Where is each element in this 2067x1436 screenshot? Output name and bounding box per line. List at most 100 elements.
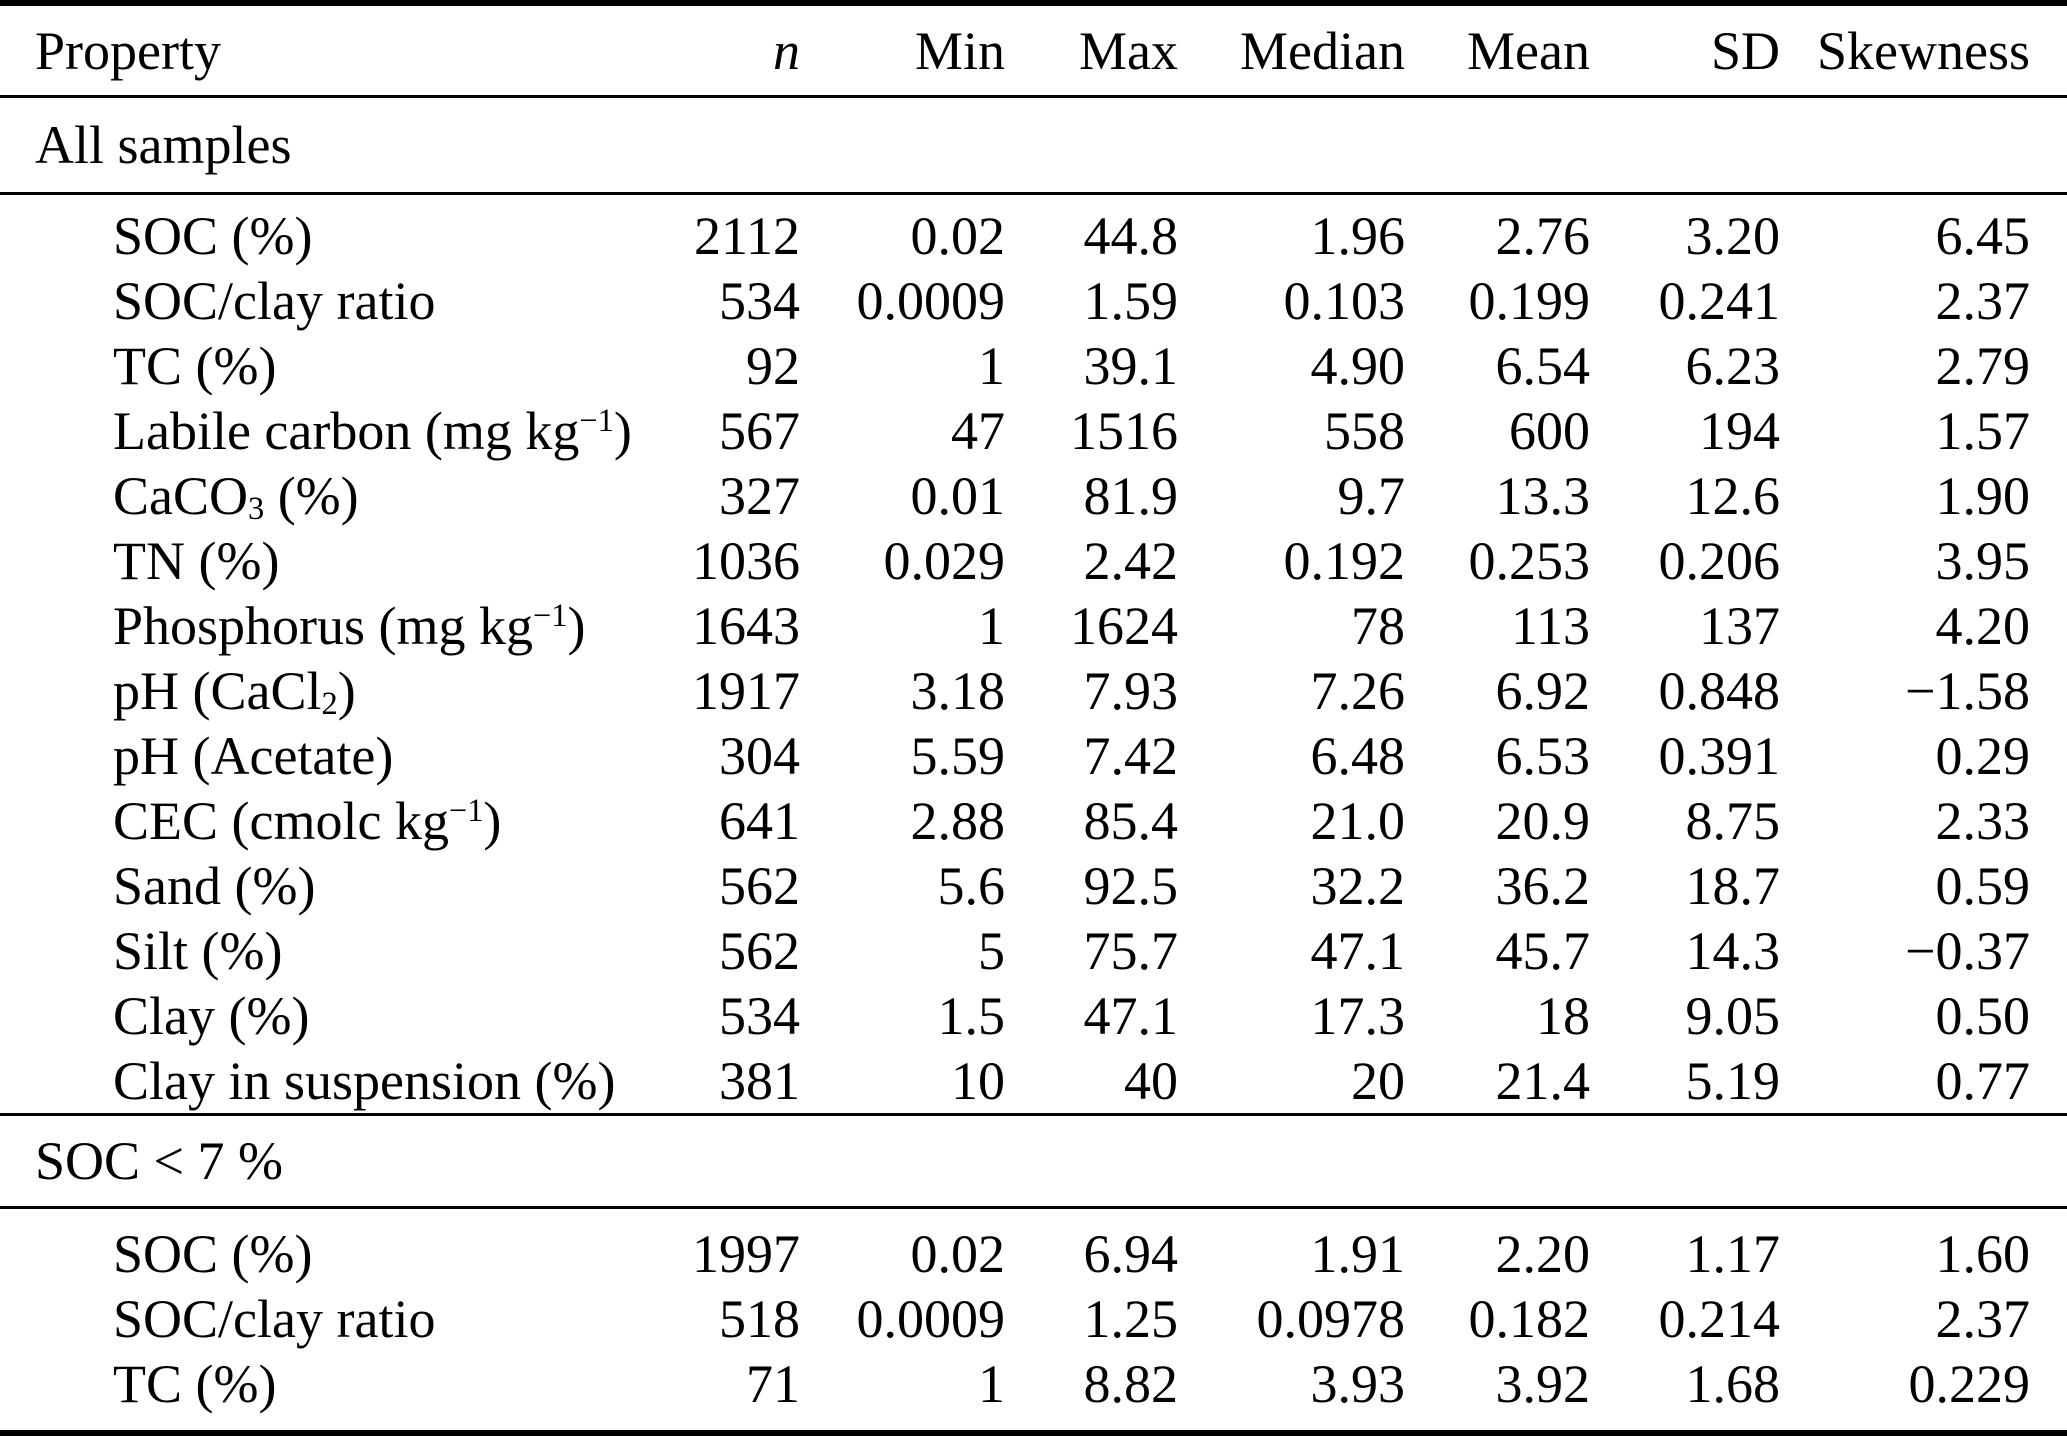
property-cell: Silt (%) bbox=[113, 920, 283, 981]
cell-mean: 0.182 bbox=[1468, 1288, 1591, 1349]
cell-n: 567 bbox=[719, 400, 800, 461]
cell-n: 381 bbox=[719, 1050, 800, 1111]
cell-min: 5.59 bbox=[910, 725, 1006, 786]
cell-max: 1.25 bbox=[1083, 1288, 1179, 1349]
table-row: Phosphorus (mg kg−1) 1643 1 1624 78 113 137 4.2… bbox=[0, 593, 2067, 658]
cell-min: 1 bbox=[978, 1353, 1005, 1414]
property-cell: Clay in suspension (%) bbox=[113, 1050, 616, 1111]
table-row: CEC (cmolc kg−1) 641 2.88 85.4 21.0 20.9 8.75 2… bbox=[0, 788, 2067, 853]
cell-max: 2.42 bbox=[1083, 530, 1179, 591]
cell-sd: 0.206 bbox=[1658, 530, 1781, 591]
subscript: 2 bbox=[321, 686, 338, 723]
cell-mean: 6.54 bbox=[1495, 335, 1591, 396]
cell-min: 2.88 bbox=[910, 790, 1006, 851]
cell-median: 21.0 bbox=[1310, 790, 1406, 851]
table-row: TC (%) 92 1 39.1 4.90 6.54 6.23 2.79 bbox=[0, 333, 2067, 398]
cell-min: 3.18 bbox=[910, 660, 1006, 721]
cell-skewness: 0.29 bbox=[1935, 725, 2031, 786]
cell-median: 0.103 bbox=[1283, 270, 1406, 331]
cell-median: 0.192 bbox=[1283, 530, 1406, 591]
cell-max: 1516 bbox=[1070, 400, 1178, 461]
cell-median: 558 bbox=[1324, 400, 1405, 461]
cell-min: 0.02 bbox=[910, 205, 1006, 266]
cell-median: 32.2 bbox=[1310, 855, 1406, 916]
cell-skewness: −1.58 bbox=[1905, 660, 2030, 721]
section-header-all-samples: All samples bbox=[35, 115, 292, 175]
cell-n: 1997 bbox=[692, 1223, 800, 1284]
table-row: pH (CaCl2) 1917 3.18 7.93 7.26 6.92 0.848 −1.58 bbox=[0, 658, 2067, 723]
cell-median: 47.1 bbox=[1310, 920, 1406, 981]
cell-min: 0.02 bbox=[910, 1223, 1006, 1284]
cell-max: 8.82 bbox=[1083, 1353, 1179, 1414]
cell-skewness: 6.45 bbox=[1935, 205, 2031, 266]
cell-skewness: 4.20 bbox=[1935, 595, 2031, 656]
cell-n: 1036 bbox=[692, 530, 800, 591]
cell-skewness: 3.95 bbox=[1935, 530, 2031, 591]
cell-median: 7.26 bbox=[1310, 660, 1406, 721]
cell-n: 304 bbox=[719, 725, 800, 786]
cell-min: 0.0009 bbox=[856, 270, 1006, 331]
property-cell: SOC/clay ratio bbox=[113, 270, 436, 331]
cell-sd: 1.17 bbox=[1685, 1223, 1781, 1284]
property-cell: TN (%) bbox=[113, 530, 280, 591]
cell-sd: 194 bbox=[1699, 400, 1780, 461]
cell-mean: 3.92 bbox=[1495, 1353, 1591, 1414]
cell-max: 47.1 bbox=[1083, 985, 1179, 1046]
cell-max: 1624 bbox=[1070, 595, 1178, 656]
section-rule bbox=[0, 192, 2067, 195]
cell-median: 20 bbox=[1351, 1050, 1405, 1111]
cell-max: 1.59 bbox=[1083, 270, 1179, 331]
cell-mean: 6.53 bbox=[1495, 725, 1591, 786]
header-rule bbox=[0, 95, 2067, 98]
table-row: SOC (%) 1997 0.02 6.94 1.91 2.20 1.17 1.60 bbox=[0, 1221, 2067, 1286]
superscript: −1 bbox=[533, 597, 568, 634]
table-row: CaCO3 (%) 327 0.01 81.9 9.7 13.3 12.6 1.90 bbox=[0, 463, 2067, 528]
cell-skewness: 0.77 bbox=[1935, 1050, 2031, 1111]
cell-sd: 0.848 bbox=[1658, 660, 1781, 721]
cell-max: 85.4 bbox=[1083, 790, 1179, 851]
cell-median: 3.93 bbox=[1310, 1353, 1406, 1414]
cell-median: 1.91 bbox=[1310, 1223, 1406, 1284]
cell-skewness: 0.59 bbox=[1935, 855, 2031, 916]
subscript: 3 bbox=[248, 491, 265, 528]
cell-max: 75.7 bbox=[1083, 920, 1179, 981]
cell-mean: 2.20 bbox=[1495, 1223, 1591, 1284]
table-row: pH (Acetate) 304 5.59 7.42 6.48 6.53 0.391 0.29 bbox=[0, 723, 2067, 788]
column-header-median: Median bbox=[1240, 20, 1405, 81]
bottom-rule bbox=[0, 1430, 2067, 1436]
table-row: SOC (%) 2112 0.02 44.8 1.96 2.76 3.20 6.45 bbox=[0, 203, 2067, 268]
column-header-sd: SD bbox=[1710, 20, 1780, 81]
cell-sd: 6.23 bbox=[1685, 335, 1781, 396]
table-row: Labile carbon (mg kg−1) 567 47 1516 558 600 19… bbox=[0, 398, 2067, 463]
cell-mean: 113 bbox=[1511, 595, 1590, 656]
table-row: SOC/clay ratio 534 0.0009 1.59 0.103 0.199 0.2… bbox=[0, 268, 2067, 333]
property-cell: Phosphorus (mg kg−1) bbox=[113, 595, 586, 656]
cell-n: 2112 bbox=[694, 205, 800, 266]
cell-skewness: 1.60 bbox=[1935, 1223, 2031, 1284]
cell-mean: 36.2 bbox=[1495, 855, 1591, 916]
cell-skewness: 2.79 bbox=[1935, 335, 2031, 396]
cell-min: 1 bbox=[978, 335, 1005, 396]
table-row: Sand (%) 562 5.6 92.5 32.2 36.2 18.7 0.59 bbox=[0, 853, 2067, 918]
section-rule bbox=[0, 1113, 2067, 1116]
property-cell: SOC/clay ratio bbox=[113, 1288, 436, 1349]
section-header-soc-lt-7: SOC < 7 % bbox=[35, 1131, 283, 1191]
cell-skewness: 1.90 bbox=[1935, 465, 2031, 526]
table-header-row: Property n Min Max Median Mean SD Skewne… bbox=[0, 6, 2067, 95]
cell-mean: 0.253 bbox=[1468, 530, 1591, 591]
superscript: −1 bbox=[579, 402, 614, 439]
cell-median: 9.7 bbox=[1337, 465, 1406, 526]
cell-min: 1.5 bbox=[937, 985, 1006, 1046]
column-header-skewness: Skewness bbox=[1817, 20, 2030, 81]
cell-mean: 21.4 bbox=[1495, 1050, 1591, 1111]
cell-sd: 5.19 bbox=[1685, 1050, 1781, 1111]
cell-n: 92 bbox=[746, 335, 800, 396]
cell-median: 17.3 bbox=[1310, 985, 1406, 1046]
cell-max: 7.93 bbox=[1083, 660, 1179, 721]
cell-min: 1 bbox=[978, 595, 1005, 656]
cell-n: 534 bbox=[719, 985, 800, 1046]
column-header-mean: Mean bbox=[1467, 20, 1590, 81]
cell-n: 1917 bbox=[692, 660, 800, 721]
column-header-max: Max bbox=[1079, 20, 1178, 81]
cell-sd: 0.214 bbox=[1658, 1288, 1781, 1349]
